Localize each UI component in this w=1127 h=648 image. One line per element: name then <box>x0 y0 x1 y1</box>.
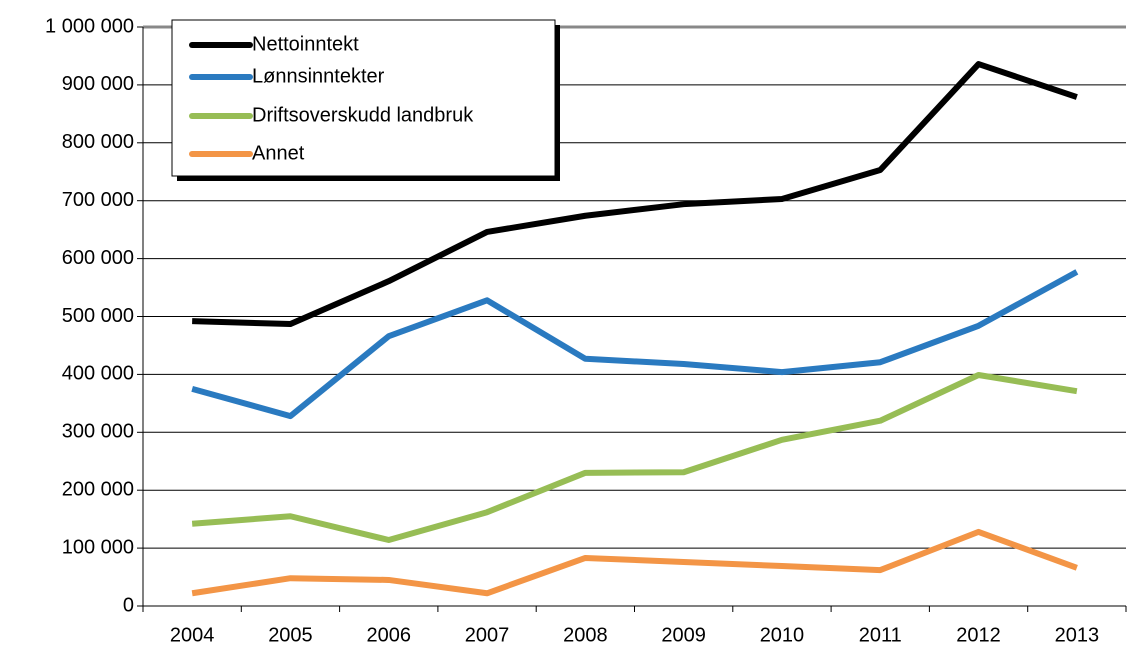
x-tick-label: 2006 <box>367 624 412 646</box>
legend-label: Annet <box>252 142 305 164</box>
series-line <box>191 269 1079 420</box>
x-tick-label: 2005 <box>268 624 313 646</box>
series-line <box>192 61 1078 328</box>
y-tick-label: 1 000 000 <box>45 15 134 37</box>
x-tick-label: 2010 <box>760 624 805 646</box>
y-tick-label: 900 000 <box>62 73 134 95</box>
x-tick-label: 2012 <box>956 624 1001 646</box>
y-tick-label: 800 000 <box>62 131 134 153</box>
y-tick-label: 600 000 <box>62 247 134 269</box>
x-tick-label: 2013 <box>1055 624 1100 646</box>
y-tick-label: 500 000 <box>62 305 134 327</box>
y-tick-label: 400 000 <box>62 363 134 385</box>
y-tick-label: 200 000 <box>62 478 134 500</box>
series-line <box>191 371 1078 543</box>
legend-label: Driftsoverskudd landbruk <box>252 104 474 126</box>
x-tick-label: 2008 <box>563 624 608 646</box>
y-tick-label: 0 <box>123 594 134 616</box>
x-tick-label: 2004 <box>170 624 215 646</box>
legend-label: Lønnsinntekter <box>252 65 385 87</box>
x-tick-label: 2007 <box>465 624 510 646</box>
legend-label: Nettoinntekt <box>252 33 359 55</box>
series-line <box>191 528 1078 597</box>
y-tick-label: 300 000 <box>62 421 134 443</box>
x-tick-label: 2011 <box>859 624 902 646</box>
x-tick-label: 2009 <box>661 624 706 646</box>
y-tick-label: 100 000 <box>62 536 134 558</box>
y-tick-label: 700 000 <box>62 189 134 211</box>
